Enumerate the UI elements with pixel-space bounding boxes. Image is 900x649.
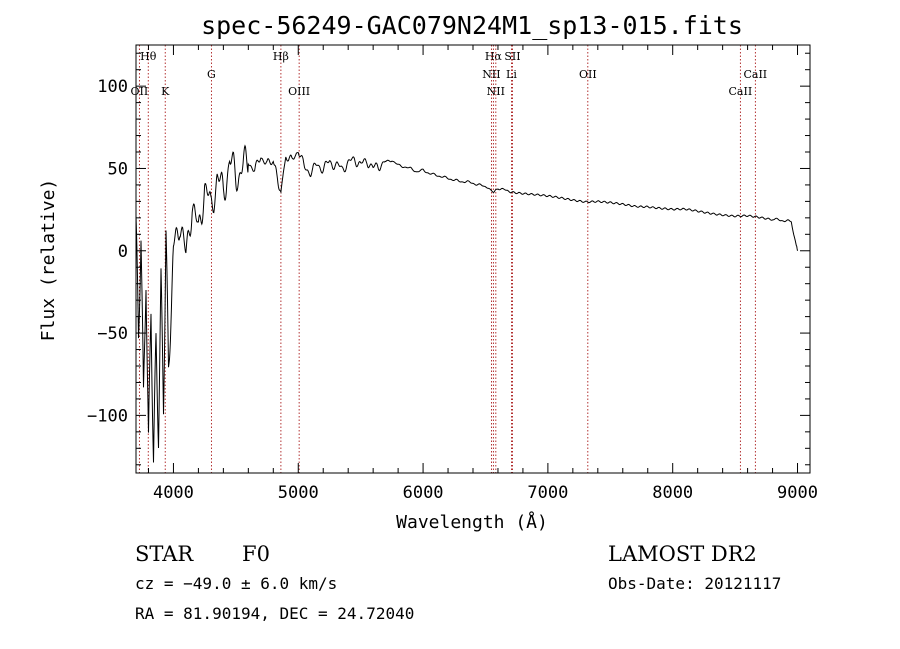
chart-title: spec-56249-GAC079N24M1_sp13-015.fits xyxy=(201,11,743,40)
y-tick-label: −100 xyxy=(87,406,128,426)
x-tick-label: 4000 xyxy=(153,483,194,503)
object-subclass: F0 xyxy=(242,542,270,566)
spectral-line-label: CaII xyxy=(743,68,767,81)
survey-name: LAMOST DR2 xyxy=(608,542,757,566)
spectral-line-label: OIII xyxy=(288,85,310,98)
y-axis-label: Flux (relative) xyxy=(38,179,59,342)
spectral-line-label: SII xyxy=(504,50,520,63)
spectral-line-label: CaII xyxy=(729,85,753,98)
spectral-line-label: OII xyxy=(131,85,149,98)
object-class: STAR xyxy=(135,542,194,566)
spectral-line-label: Li xyxy=(506,68,517,81)
spectral-line-label: NII xyxy=(487,85,505,98)
spectral-line-label: NII xyxy=(482,68,500,81)
spectral-line-label: G xyxy=(207,68,216,81)
x-tick-label: 9000 xyxy=(777,483,818,503)
y-tick-label: 100 xyxy=(97,77,128,97)
y-tick-label: 50 xyxy=(108,159,128,179)
x-tick-label: 5000 xyxy=(278,483,319,503)
obs-date: Obs-Date: 20121117 xyxy=(608,574,781,593)
spectral-line-label: OII xyxy=(579,68,597,81)
plot-frame xyxy=(135,44,811,474)
x-axis-label: Wavelength (Å) xyxy=(396,511,548,533)
spectrum-line xyxy=(135,144,798,463)
spectral-line-label: Hα xyxy=(485,50,503,63)
spectral-line-label: Hθ xyxy=(140,50,157,63)
axis-ticks: 4000 5000 6000 7000 8000 9000 −100 −50 0 50 100 xyxy=(87,45,818,503)
spectral-line-label: Hβ xyxy=(273,50,289,63)
x-tick-label: 8000 xyxy=(652,483,693,503)
y-tick-label: −50 xyxy=(97,324,128,344)
redshift-readout: cz = −49.0 ± 6.0 km/s xyxy=(135,574,337,593)
x-tick-label: 7000 xyxy=(527,483,568,503)
coordinates: RA = 81.90194, DEC = 24.72040 xyxy=(135,604,414,623)
y-tick-label: 0 xyxy=(118,242,128,262)
x-tick-label: 6000 xyxy=(403,483,444,503)
spectral-line-label: K xyxy=(161,85,170,98)
